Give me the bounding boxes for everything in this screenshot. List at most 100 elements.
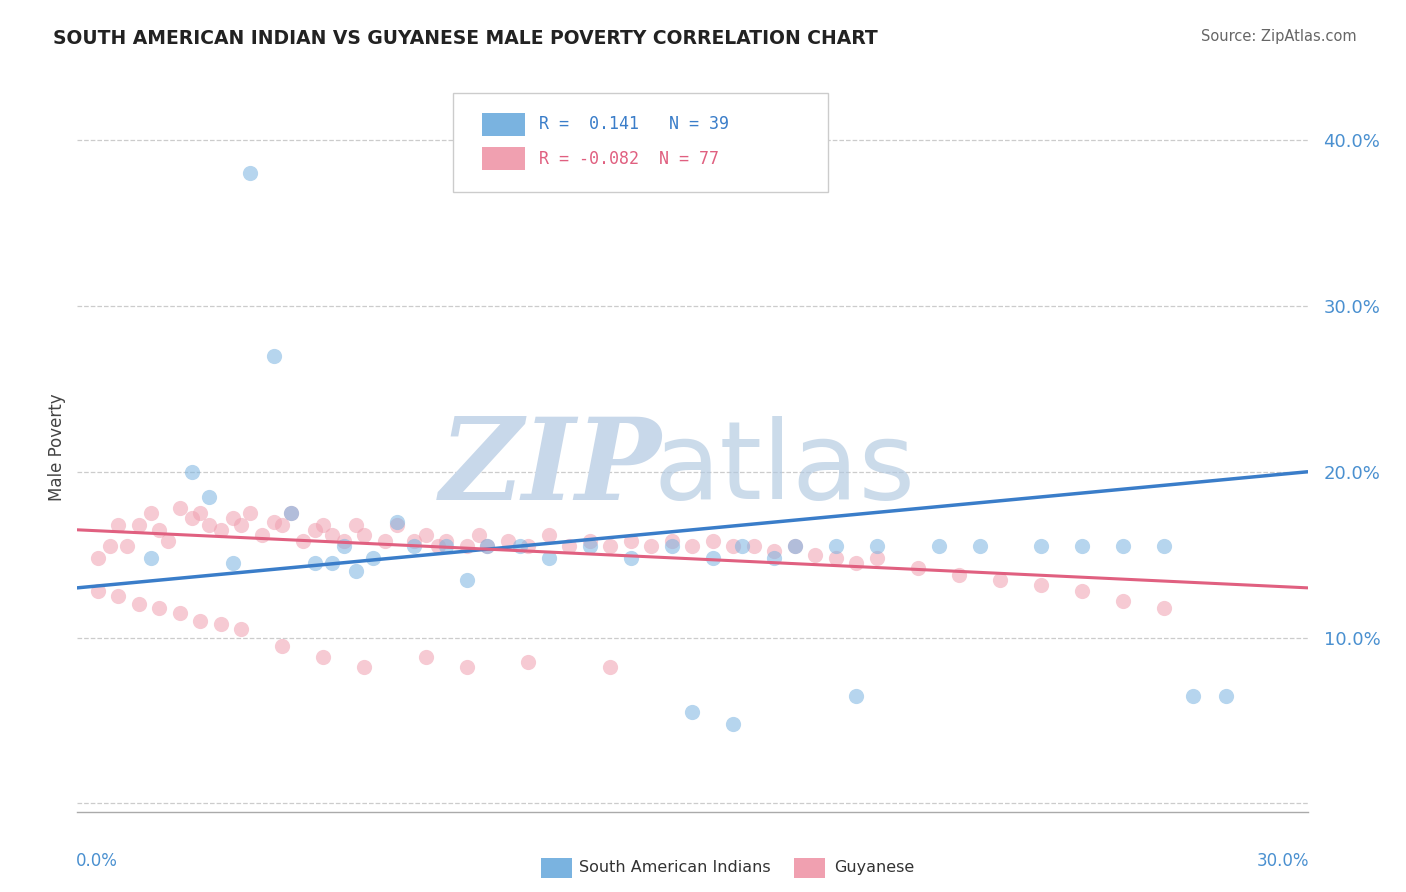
Point	[321, 528, 343, 542]
Point	[783, 540, 806, 554]
Point	[436, 534, 458, 549]
Point	[271, 517, 294, 532]
Point	[661, 534, 683, 549]
Point	[1071, 584, 1094, 599]
Point	[456, 540, 478, 554]
Point	[1215, 689, 1237, 703]
Text: SOUTH AMERICAN INDIAN VS GUYANESE MALE POVERTY CORRELATION CHART: SOUTH AMERICAN INDIAN VS GUYANESE MALE P…	[53, 29, 879, 47]
Point	[263, 515, 285, 529]
Bar	[482, 147, 526, 170]
Point	[209, 523, 232, 537]
Point	[845, 689, 868, 703]
Point	[558, 540, 581, 554]
Text: Guyanese: Guyanese	[834, 860, 914, 874]
Point	[599, 660, 621, 674]
Point	[385, 517, 409, 532]
Point	[115, 540, 138, 554]
Point	[723, 716, 745, 731]
Y-axis label: Male Poverty: Male Poverty	[48, 393, 66, 500]
Text: atlas: atlas	[654, 416, 915, 522]
Point	[436, 540, 458, 554]
Point	[517, 540, 540, 554]
FancyBboxPatch shape	[453, 93, 828, 192]
Point	[468, 528, 491, 542]
Point	[402, 534, 425, 549]
Point	[1153, 540, 1175, 554]
Text: 30.0%: 30.0%	[1257, 852, 1309, 870]
Point	[128, 598, 150, 612]
Point	[804, 548, 827, 562]
Point	[141, 506, 163, 520]
Point	[361, 551, 384, 566]
Point	[456, 660, 478, 674]
Point	[239, 506, 262, 520]
Point	[107, 517, 129, 532]
Point	[271, 639, 294, 653]
Point	[344, 564, 367, 578]
Text: South American Indians: South American Indians	[579, 860, 770, 874]
Point	[640, 540, 662, 554]
Point	[1112, 540, 1135, 554]
Point	[866, 551, 889, 566]
Point	[682, 705, 704, 719]
Point	[866, 540, 889, 554]
Point	[231, 517, 253, 532]
Point	[141, 551, 163, 566]
Point	[477, 540, 499, 554]
Point	[197, 517, 219, 532]
Point	[156, 534, 179, 549]
Point	[620, 534, 643, 549]
Point	[1112, 594, 1135, 608]
Point	[509, 540, 531, 554]
Point	[702, 534, 724, 549]
Point	[1029, 577, 1052, 591]
Point	[188, 614, 212, 628]
Point	[312, 517, 335, 532]
Point	[1029, 540, 1052, 554]
Point	[599, 540, 621, 554]
Point	[415, 650, 437, 665]
Point	[928, 540, 950, 554]
Point	[402, 540, 425, 554]
Point	[222, 511, 245, 525]
Point	[845, 556, 868, 570]
Point	[537, 528, 560, 542]
Point	[263, 349, 285, 363]
Point	[98, 540, 121, 554]
Point	[148, 600, 170, 615]
Point	[280, 506, 302, 520]
Point	[988, 573, 1011, 587]
Point	[280, 506, 302, 520]
Point	[169, 501, 191, 516]
Point	[385, 515, 409, 529]
Point	[948, 567, 970, 582]
Point	[723, 540, 745, 554]
Point	[87, 584, 110, 599]
Text: R =  0.141   N = 39: R = 0.141 N = 39	[538, 115, 728, 134]
Point	[222, 556, 245, 570]
Point	[661, 540, 683, 554]
Point	[620, 551, 643, 566]
Point	[682, 540, 704, 554]
Point	[87, 551, 110, 566]
Point	[537, 551, 560, 566]
Point	[304, 556, 326, 570]
Point	[197, 490, 219, 504]
Text: ZIP: ZIP	[440, 413, 662, 524]
Point	[763, 544, 786, 558]
Point	[702, 551, 724, 566]
Point	[579, 540, 602, 554]
Point	[188, 506, 212, 520]
Point	[353, 528, 375, 542]
Point	[496, 534, 519, 549]
Point	[825, 551, 848, 566]
Point	[427, 540, 450, 554]
Point	[731, 540, 754, 554]
Point	[415, 528, 437, 542]
Point	[477, 540, 499, 554]
Point	[304, 523, 326, 537]
Point	[181, 511, 204, 525]
Point	[250, 528, 273, 542]
Text: Source: ZipAtlas.com: Source: ZipAtlas.com	[1201, 29, 1357, 44]
Point	[107, 589, 129, 603]
